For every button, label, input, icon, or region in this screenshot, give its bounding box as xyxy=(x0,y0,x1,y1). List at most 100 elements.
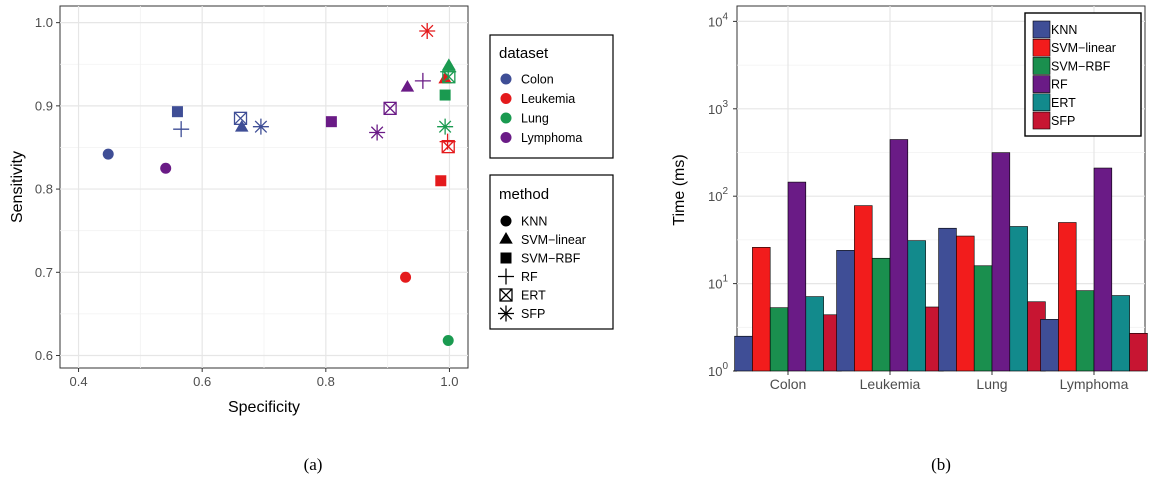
method-legend-box xyxy=(489,174,614,330)
point-colon-sfp xyxy=(252,118,269,135)
caption-a: (a) xyxy=(304,455,323,474)
legend-svm-linear-label: SVM−linear xyxy=(1051,41,1116,55)
bar-leukemia-ert xyxy=(907,240,926,372)
point-leukemia-ert-x xyxy=(441,140,455,154)
legend-colon-swatch xyxy=(500,73,512,85)
bar-lymphoma-sfp xyxy=(1129,332,1148,372)
scatter-y-tick-label: 0.7 xyxy=(35,265,53,280)
bar-y-axis-label: Time (ms) xyxy=(671,154,688,225)
point-colon-ert xyxy=(233,111,248,125)
point-lung-sfp-ast xyxy=(437,118,454,135)
point-lymphoma-sfp-ast xyxy=(369,124,386,141)
legend-leukemia-swatch-dot xyxy=(500,93,512,104)
scatter-y-ticks: 0.6 0.7 0.8 0.9 1.0 xyxy=(35,15,60,363)
legend-sfp-swatch xyxy=(498,305,514,322)
bar-y-tick-label: 102 xyxy=(708,186,728,204)
point-lymphoma-svm-linear-tri xyxy=(400,80,415,92)
legend-svm-linear-swatch xyxy=(1032,38,1051,57)
legend-svm-rbf-label: SVM−RBF xyxy=(1051,59,1111,73)
legend-rf-label: RF xyxy=(1051,78,1068,92)
bar-x-tick-label-colon: Colon xyxy=(770,376,807,392)
scatter-gridlines xyxy=(60,6,468,368)
point-lung-svm-rbf-sq xyxy=(439,89,451,101)
legend-ert-swatch xyxy=(1032,93,1051,112)
legend-svm-linear-label: SVM−linear xyxy=(521,233,586,247)
bar-lymphoma-svm-linear xyxy=(1058,222,1077,372)
bar-colon-rf xyxy=(787,181,807,372)
bar-y-tick-label: 101 xyxy=(708,274,728,292)
method-legend: method KNN SVM−linear SVM−RBF RF ERT SFP xyxy=(489,174,614,330)
legend-svm-rbf-swatch-sq xyxy=(500,252,512,264)
scatter-x-tick-label: 0.8 xyxy=(317,374,335,389)
bar-lymphoma-knn xyxy=(1040,319,1059,372)
legend-svm-linear-swatch xyxy=(499,232,513,244)
bar-lymphoma-svm-rbf xyxy=(1075,290,1095,372)
bar-y-tick-label: 100 xyxy=(708,361,728,379)
bar-y-tick-exponent: 1 xyxy=(722,274,728,285)
point-leukemia-svm-linear xyxy=(438,71,452,84)
bar-x-ticks: Colon Leukemia Lung Lymphoma xyxy=(770,371,1129,392)
point-leukemia-sfp xyxy=(419,22,436,39)
legend-ert-label: ERT xyxy=(1051,96,1076,110)
point-colon-svm-linear xyxy=(234,119,249,132)
bar-leukemia-svm-rbf xyxy=(871,257,891,372)
legend-sfp-label: SFP xyxy=(521,307,545,321)
legend-ert-swatch-x xyxy=(499,288,513,302)
bar-leukemia-knn xyxy=(836,250,855,372)
caption-b: (b) xyxy=(931,455,951,474)
scatter-points xyxy=(102,22,457,347)
point-lung-knn-dot xyxy=(442,335,454,347)
point-leukemia-knn-dot xyxy=(400,271,412,283)
legend-sfp-label: SFP xyxy=(1051,114,1075,128)
legend-rf-label: RF xyxy=(521,270,538,284)
bar-legend-items: KNN SVM−linear SVM−RBF RF ERT SFP xyxy=(1032,20,1116,130)
bar-x-tick-label-lymphoma: Lymphoma xyxy=(1060,376,1129,392)
bar-lung-ert xyxy=(1009,226,1028,372)
dataset-legend-items: Colon Leukemia Lung Lymphoma xyxy=(500,73,582,145)
legend-knn-swatch xyxy=(1032,20,1051,39)
point-leukemia-ert-box xyxy=(441,139,455,154)
point-colon-ert-box xyxy=(233,111,248,125)
legend-svm-rbf-label: SVM−RBF xyxy=(521,252,581,266)
bar-leukemia-svm-linear xyxy=(854,205,873,372)
point-leukemia-knn xyxy=(400,271,412,283)
bar-x-tick-label-leukemia: Leukemia xyxy=(860,376,921,392)
point-lymphoma-ert xyxy=(383,101,397,116)
legend-lymphoma-label: Lymphoma xyxy=(521,131,582,145)
point-colon-ert-x xyxy=(234,111,247,125)
bar-y-tick-base: 10 xyxy=(708,102,722,117)
point-colon-sfp-ast xyxy=(252,118,269,135)
scatter-panel: 0.4 0.6 0.8 1.0 0.6 0.7 0.8 0.9 1.0 Specificity… xyxy=(9,5,614,474)
legend-leukemia-label: Leukemia xyxy=(521,92,575,106)
point-lymphoma-sfp xyxy=(369,124,386,141)
point-leukemia-sfp-ast xyxy=(419,22,436,39)
bar-marks xyxy=(734,139,1148,372)
scatter-x-axis-label: Specificity xyxy=(228,399,300,416)
point-lymphoma-ert-x xyxy=(383,101,397,115)
legend-sfp-swatch-ast xyxy=(498,305,514,322)
legend-sfp-swatch xyxy=(1032,111,1051,130)
point-lymphoma-ert-box xyxy=(383,101,397,116)
bar-x-tick-label-lung: Lung xyxy=(976,376,1007,392)
bar-y-tick-exponent: 3 xyxy=(722,99,728,110)
legend-ert-label: ERT xyxy=(521,289,546,303)
point-lymphoma-knn-dot xyxy=(160,162,172,174)
point-colon-rf-plus xyxy=(173,121,190,138)
scatter-x-ticks: 0.4 0.6 0.8 1.0 xyxy=(70,368,458,389)
point-colon-svm-rbf-sq xyxy=(171,106,183,118)
legend-ert-swatch-box xyxy=(499,288,513,302)
scatter-y-axis-label: Sensitivity xyxy=(9,151,26,223)
point-lymphoma-svm-linear xyxy=(400,80,415,92)
legend-rf-swatch xyxy=(1032,75,1051,93)
legend-lung-swatch-dot xyxy=(500,112,512,124)
legend-lymphoma-swatch-dot xyxy=(500,132,512,143)
method-legend-title: method xyxy=(499,186,549,203)
point-lung-sfp xyxy=(437,118,454,135)
bar-colon-svm-linear xyxy=(752,247,771,372)
bar-legend: KNN SVM−linear SVM−RBF RF ERT SFP xyxy=(1024,12,1142,137)
bar-colon-knn xyxy=(734,335,753,372)
bar-lung-knn xyxy=(938,227,957,372)
bar-y-tick-exponent: 2 xyxy=(722,186,728,197)
bar-y-tick-exponent: 4 xyxy=(722,11,728,22)
